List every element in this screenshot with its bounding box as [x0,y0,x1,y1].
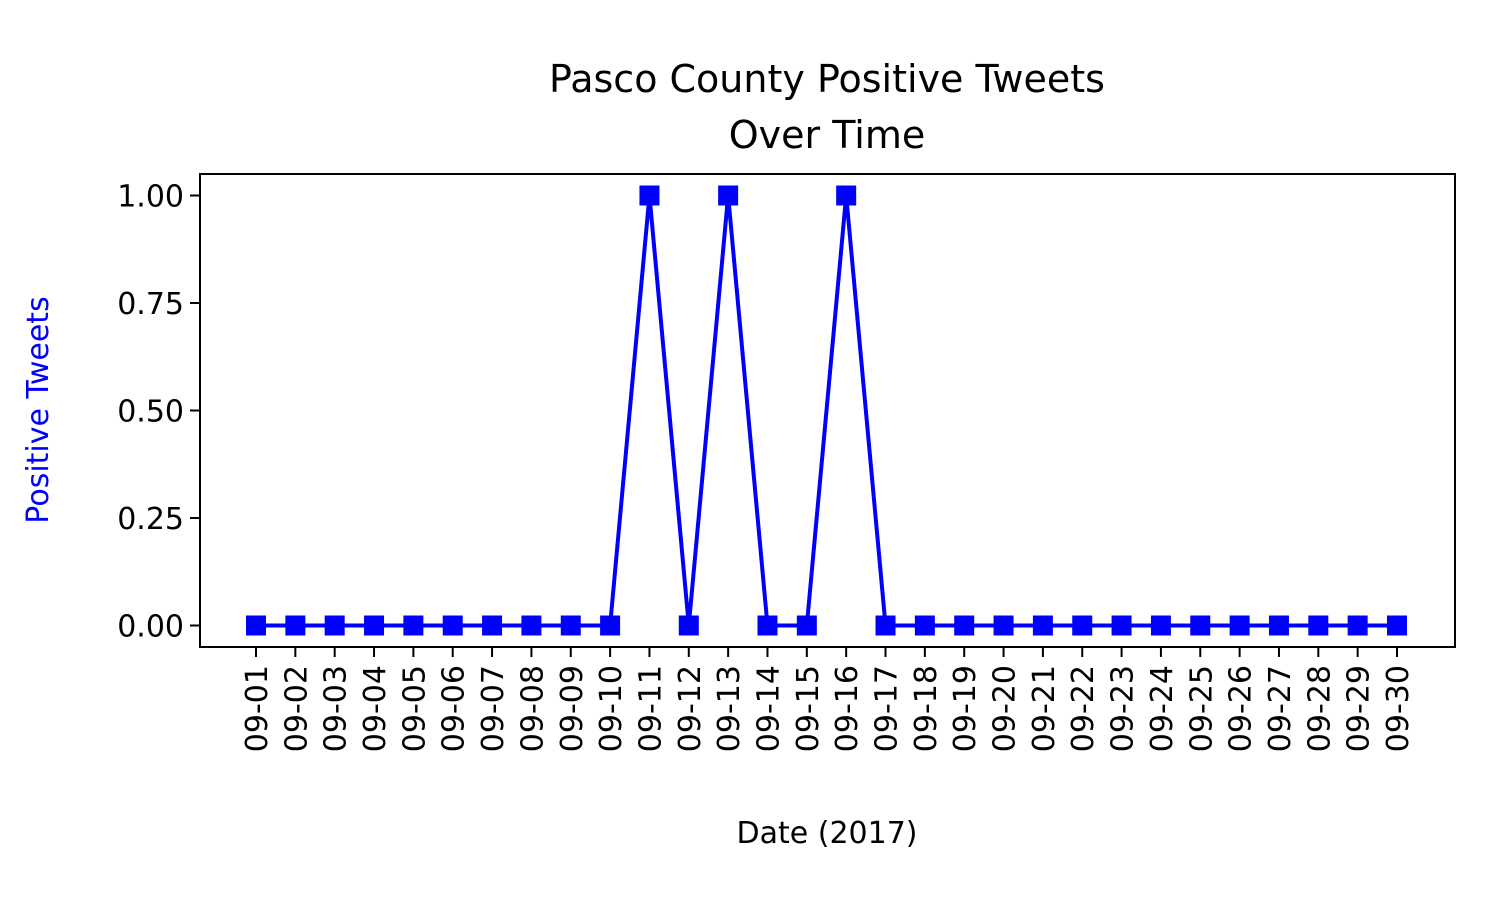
series-positive-tweets [246,185,1407,636]
data-point-marker [560,615,581,636]
data-point-marker [914,615,935,636]
data-point-marker [1308,615,1329,636]
y-tick-label: 1.00 [117,180,184,215]
x-tick-label: 09-11 [633,665,668,752]
data-point-marker [1387,615,1407,636]
data-point-marker [1229,615,1250,636]
data-point-marker [1347,615,1368,636]
x-tick-label: 09-20 [988,665,1023,752]
y-axis-label: Positive Tweets [21,296,56,523]
x-tick-label: 09-14 [751,665,786,752]
x-tick-label: 09-07 [476,665,511,752]
y-tick-label: 0.50 [117,395,184,430]
data-point-marker [1150,615,1171,636]
x-tick-label: 09-18 [909,665,944,752]
x-tick-label: 09-13 [712,665,747,752]
y-tick-label: 0.00 [117,610,184,645]
data-point-marker [1072,615,1093,636]
x-tick-label: 09-24 [1145,665,1180,752]
chart-title-line-1: Pasco County Positive Tweets [549,57,1105,101]
x-tick-label: 09-23 [1106,665,1141,752]
data-point-marker [678,615,699,636]
x-tick-label: 09-29 [1342,665,1377,752]
y-tick-label: 0.75 [117,287,184,322]
x-tick-label: 09-08 [515,665,550,752]
x-tick-label: 09-04 [358,665,393,752]
x-tick-label: 09-27 [1263,665,1298,752]
x-tick-label: 09-09 [555,665,590,752]
x-tick-label: 09-12 [673,665,708,752]
data-point-marker [954,615,975,636]
data-point-marker [718,185,739,206]
x-axis-label: Date (2017) [737,816,918,851]
x-tick-label: 09-21 [1027,665,1062,752]
data-point-marker [836,185,857,206]
x-tick-label: 09-06 [437,665,472,752]
data-point-marker [1268,615,1289,636]
data-point-marker [600,615,621,636]
x-tick-label: 09-22 [1066,665,1101,752]
x-tick-label: 09-25 [1184,665,1219,752]
x-tick-label: 09-30 [1381,665,1416,752]
data-point-marker [521,615,542,636]
x-tick-label: 09-05 [397,665,432,752]
chart-title-line-2: Over Time [729,113,925,157]
series-line [256,195,1397,628]
y-axis: 0.00 0.25 0.50 0.75 1.00 [117,180,200,645]
x-tick-label: 09-19 [948,665,983,752]
data-point-marker [285,615,306,636]
data-point-marker [442,615,463,636]
x-axis: 09-01 09-02 09-03 09-04 09-05 09-06 09-07 09-08… [240,647,1416,752]
data-point-marker [246,615,266,636]
x-tick-label: 09-17 [870,665,905,752]
x-tick-label: 09-15 [791,665,826,752]
x-tick-label: 09-26 [1224,665,1259,752]
x-tick-label: 09-03 [319,665,354,752]
y-tick-label: 0.25 [117,502,184,537]
data-point-marker [1111,615,1132,636]
x-tick-label: 09-28 [1302,665,1337,752]
data-point-marker [1190,615,1211,636]
x-tick-label: 09-01 [240,665,275,752]
data-point-marker [993,615,1014,636]
data-point-marker [639,185,660,206]
data-point-marker [875,615,896,636]
data-point-marker [324,615,345,636]
data-point-marker [482,615,503,636]
x-tick-label: 09-10 [594,665,629,752]
data-point-marker [1032,615,1053,636]
x-tick-label: 09-16 [830,665,865,752]
data-point-marker [796,615,817,636]
data-point-marker [757,615,778,636]
data-point-marker [364,615,385,636]
data-point-marker [403,615,424,636]
x-tick-label: 09-02 [279,665,314,752]
